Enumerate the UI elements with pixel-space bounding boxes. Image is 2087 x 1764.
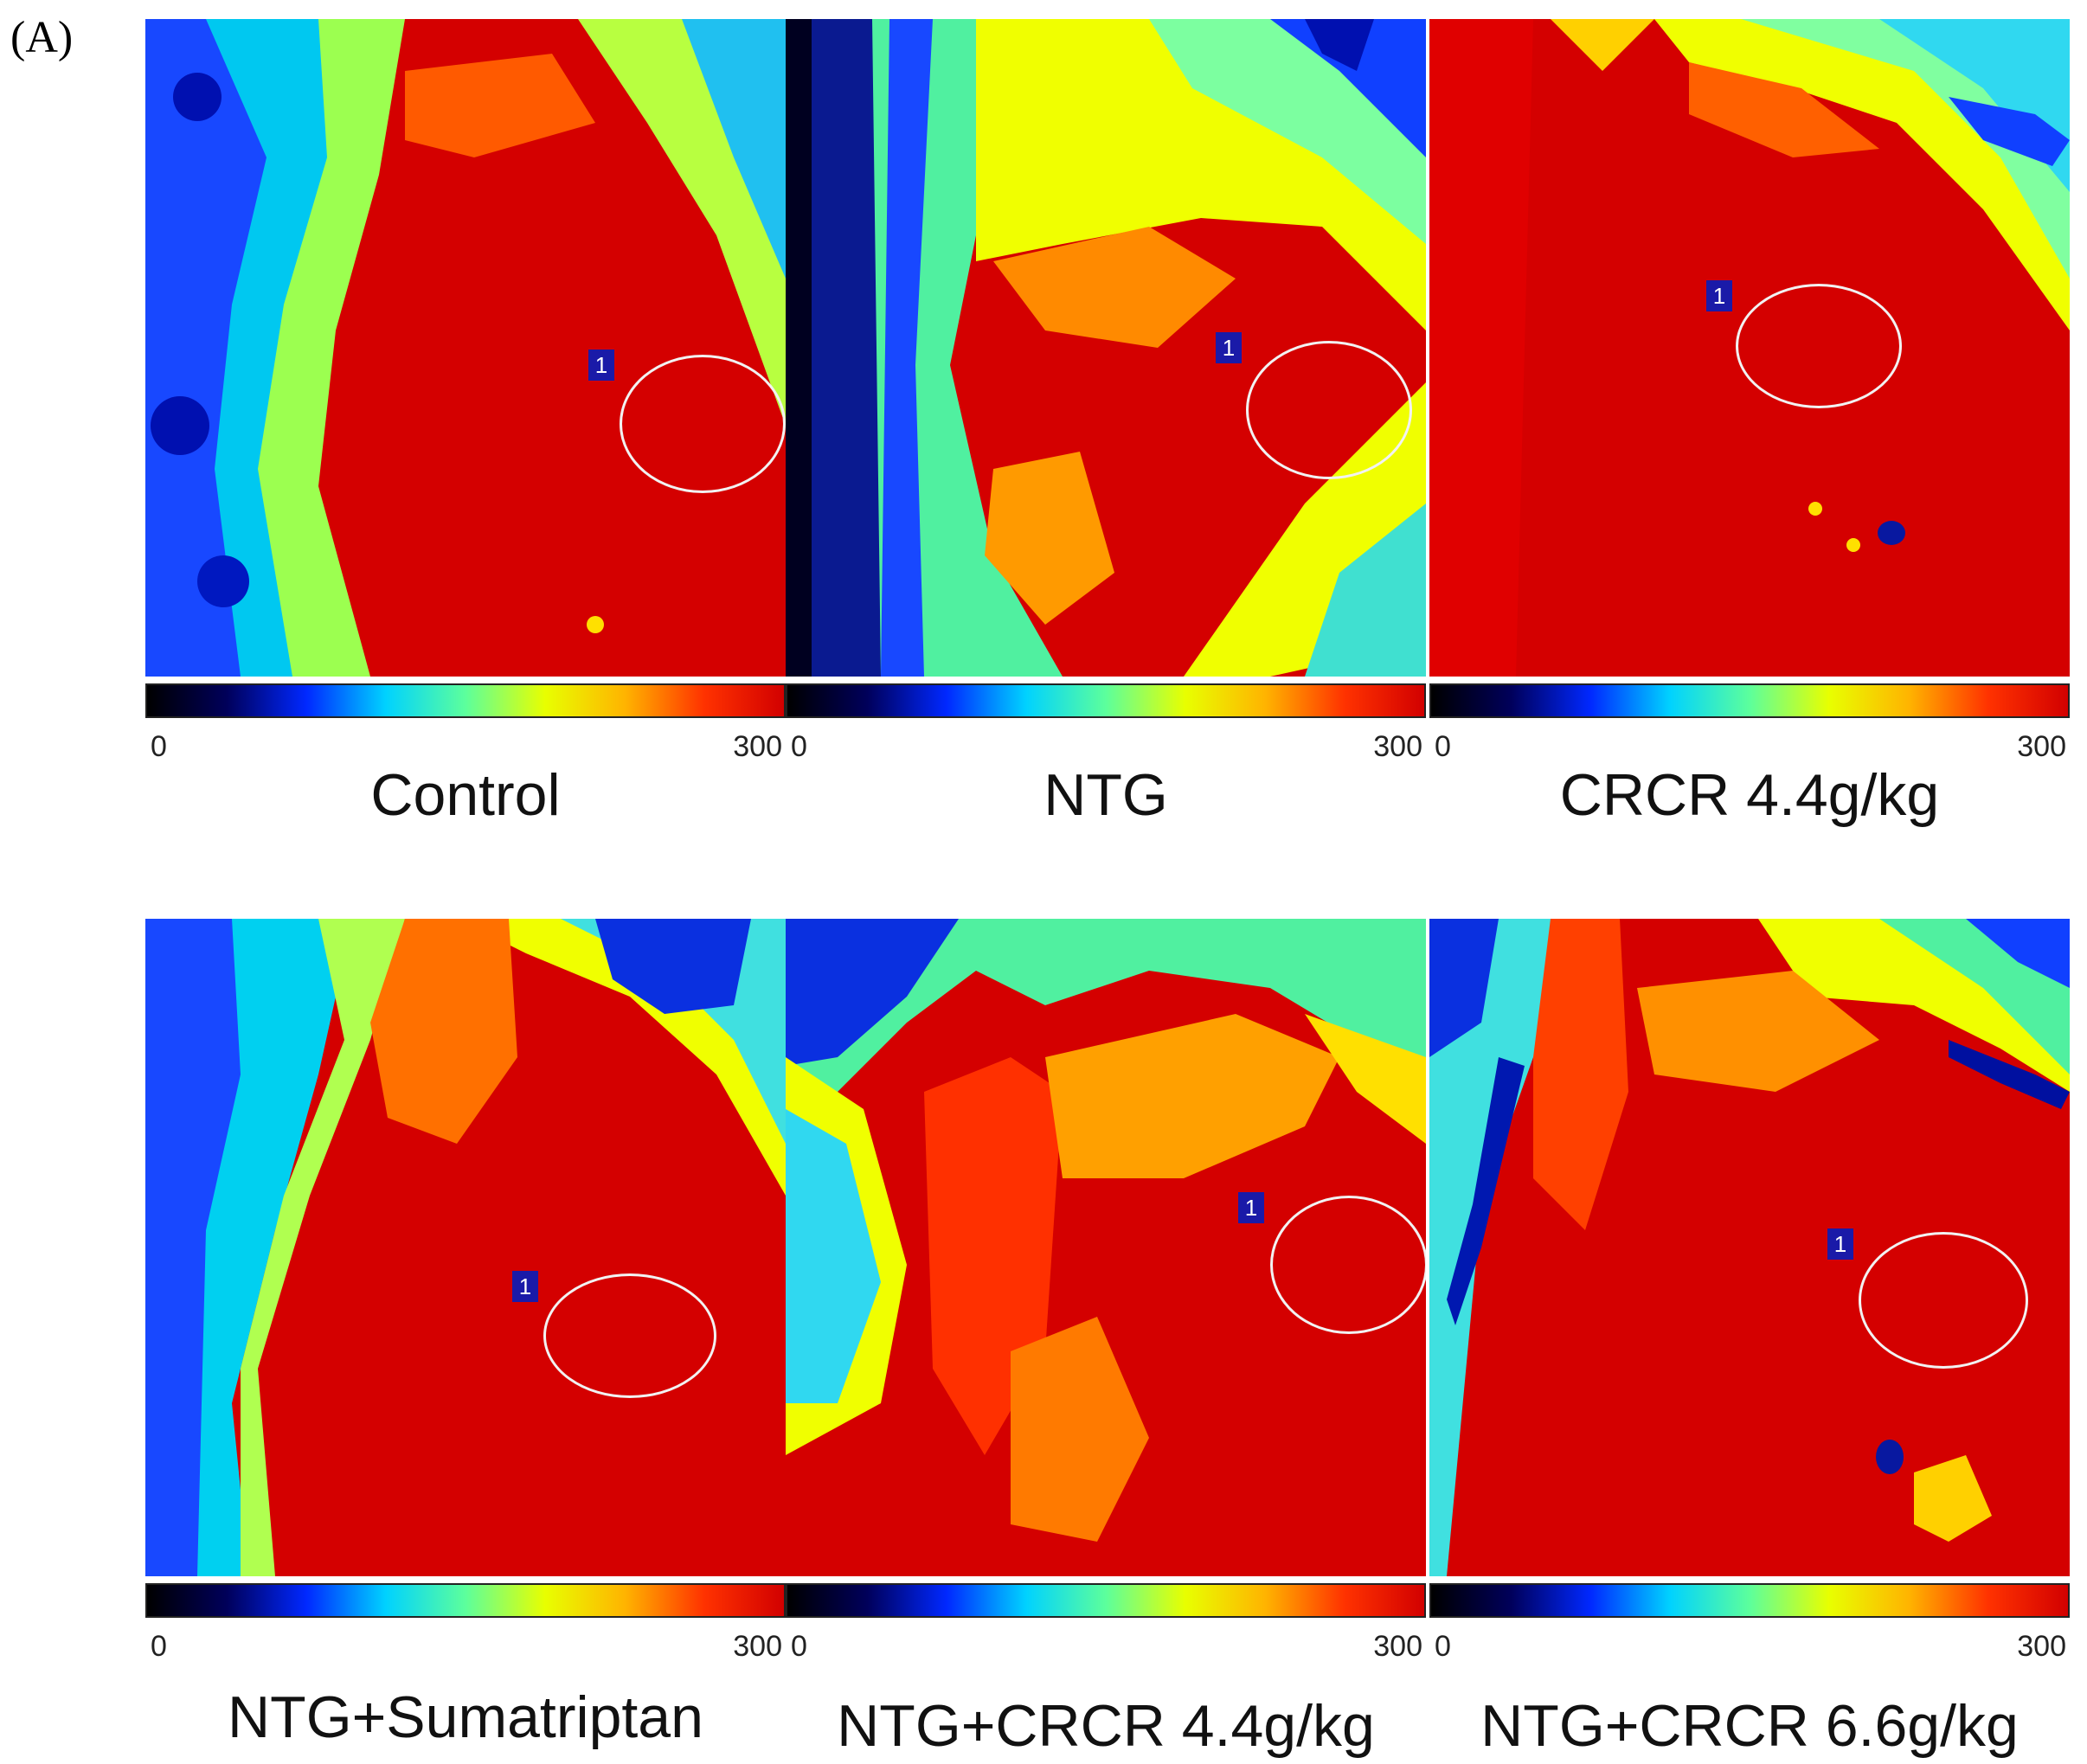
panel-control: 1 0 300 Control <box>145 19 786 850</box>
roi-ellipse <box>1246 341 1412 479</box>
colorbar-max-label: 300 <box>733 730 782 763</box>
roi-number-badge: 1 <box>512 1271 538 1302</box>
colorbar <box>786 683 1426 718</box>
figure-panel-label: (A) <box>10 13 74 62</box>
perfusion-map: 1 <box>145 919 786 1576</box>
roi-number-badge: 1 <box>588 350 614 381</box>
colorbar-min-label: 0 <box>151 730 167 763</box>
panel-ntg-crcr-4-4: 1 0 300 NTG+CRCR 4.4g/kg <box>786 919 1426 1764</box>
colorbar-max-label: 300 <box>733 1630 782 1663</box>
colorbar-max-label: 300 <box>2017 1630 2066 1663</box>
colorbar <box>145 1583 786 1618</box>
colorbar-min-label: 0 <box>1435 1630 1451 1663</box>
perfusion-map: 1 <box>786 19 1426 677</box>
roi-ellipse <box>620 355 786 493</box>
panel-crcr-4-4: 1 0 300 CRCR 4.4g/kg <box>1429 19 2070 850</box>
roi-ellipse <box>1736 284 1902 408</box>
colorbar <box>145 683 786 718</box>
perfusion-map: 1 <box>1429 919 2070 1576</box>
colorbar-min-label: 0 <box>791 1630 807 1663</box>
colorbar <box>1429 1583 2070 1618</box>
colorbar-max-label: 300 <box>1373 1630 1422 1663</box>
roi-number-badge: 1 <box>1238 1192 1264 1223</box>
panel-caption: NTG+CRCR 6.6g/kg <box>1480 1693 2019 1759</box>
perfusion-map: 1 <box>1429 19 2070 677</box>
perfusion-map: 1 <box>145 19 786 677</box>
colorbar <box>1429 683 2070 718</box>
panel-caption: NTG+CRCR 4.4g/kg <box>837 1693 1375 1759</box>
panel-ntg: 1 0 300 NTG <box>786 19 1426 850</box>
roi-number-badge: 1 <box>1216 332 1242 363</box>
panel-ntg-crcr-6-6: 1 0 300 NTG+CRCR 6.6g/kg <box>1429 919 2070 1764</box>
roi-number-badge: 1 <box>1827 1228 1853 1260</box>
colorbar-min-label: 0 <box>151 1630 167 1663</box>
colorbar-max-label: 300 <box>2017 730 2066 763</box>
colorbar <box>786 1583 1426 1618</box>
panel-caption: Control <box>370 762 561 828</box>
panel-ntg-sumatriptan: 1 0 300 NTG+Sumatriptan <box>145 919 786 1764</box>
colorbar-min-label: 0 <box>1435 730 1451 763</box>
perfusion-map: 1 <box>786 919 1426 1576</box>
panel-caption: NTG+Sumatriptan <box>228 1684 703 1750</box>
colorbar-min-label: 0 <box>791 730 807 763</box>
roi-ellipse <box>543 1273 716 1398</box>
roi-ellipse <box>1270 1196 1426 1334</box>
panel-caption: NTG <box>1044 762 1168 828</box>
roi-ellipse <box>1859 1232 2028 1369</box>
roi-number-badge: 1 <box>1706 280 1732 311</box>
colorbar-max-label: 300 <box>1373 730 1422 763</box>
panel-caption: CRCR 4.4g/kg <box>1559 762 1940 828</box>
